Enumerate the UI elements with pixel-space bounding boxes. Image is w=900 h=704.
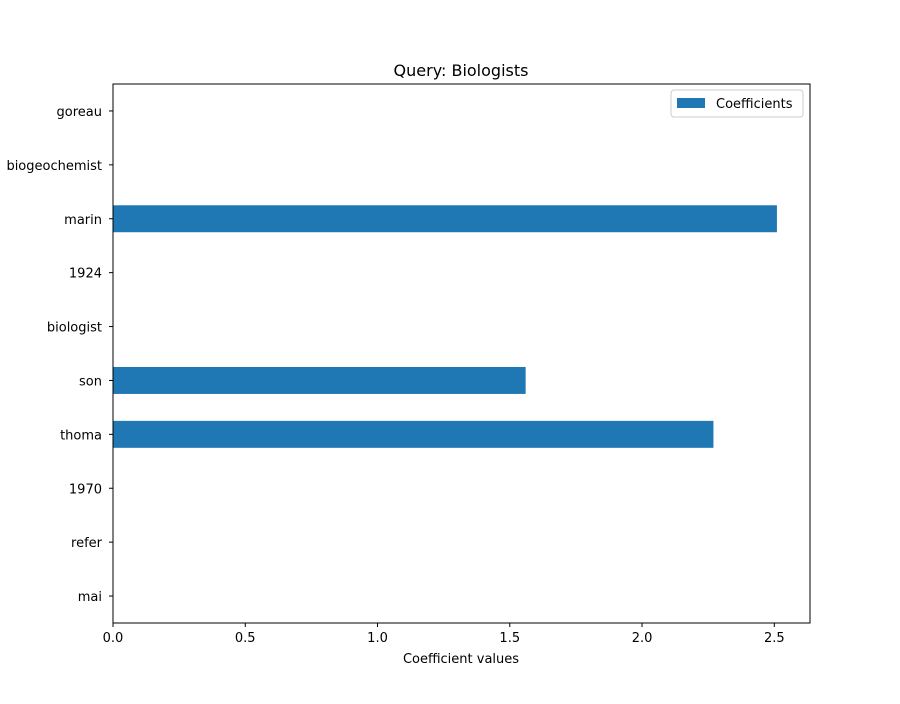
y-tick-label-marin: marin xyxy=(64,213,102,228)
bars-layer xyxy=(113,205,777,448)
x-axis-label: Coefficient values xyxy=(403,652,519,667)
y-tick-label-refer: refer xyxy=(71,536,103,551)
plot-area-frame xyxy=(112,83,811,624)
y-tick-label-biologist: biologist xyxy=(47,321,102,336)
x-tick-label-4: 2.0 xyxy=(632,631,653,646)
y-tick-label-1924: 1924 xyxy=(69,267,102,282)
y-tick-label-son: son xyxy=(79,374,102,389)
y-tick-label-thoma: thoma xyxy=(60,428,102,443)
x-tick-label-5: 2.5 xyxy=(764,631,785,646)
y-tick-label-biogeochemist: biogeochemist xyxy=(6,159,102,174)
x-tick-label-0: 0.0 xyxy=(103,631,124,646)
legend: Coefficients xyxy=(670,89,804,118)
y-tick-label-mai: mai xyxy=(78,590,102,605)
legend-label: Coefficients xyxy=(716,97,793,112)
x-tick-label-2: 1.0 xyxy=(367,631,388,646)
y-tick-label-1970: 1970 xyxy=(69,482,102,497)
bar-marin xyxy=(113,205,777,233)
y-axis: goreau biogeochemist marin 1924 biologist son… xyxy=(6,105,113,605)
x-tick-label-1: 0.5 xyxy=(235,631,256,646)
y-tick-label-goreau: goreau xyxy=(57,105,102,120)
x-axis: 0.0 0.5 1.0 1.5 2.0 2.5 xyxy=(103,623,785,646)
legend-box xyxy=(670,89,804,118)
legend-swatch xyxy=(677,98,705,108)
x-tick-label-3: 1.5 xyxy=(499,631,520,646)
bar-son xyxy=(113,366,526,394)
chart-title: Query: Biologists xyxy=(394,61,529,80)
bar-thoma xyxy=(113,420,714,448)
